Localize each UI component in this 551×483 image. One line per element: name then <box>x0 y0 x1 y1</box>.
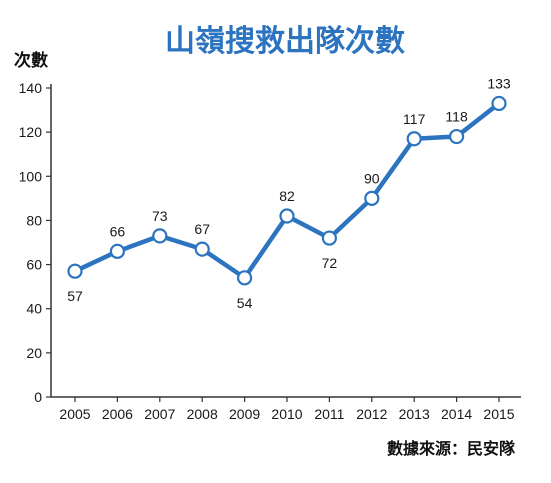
y-ticks: 0 20 40 60 80 100 120 140 <box>19 80 51 405</box>
data-label: 117 <box>403 111 426 127</box>
y-tick-label: 0 <box>34 389 42 405</box>
y-tick-label: 20 <box>26 345 42 361</box>
y-tick-label: 140 <box>19 80 43 96</box>
x-tick-label: 2006 <box>102 406 133 422</box>
data-point <box>449 128 465 145</box>
x-ticks: 2005 2006 2007 2008 2009 2010 2011 2012 2013 2014… <box>59 397 515 422</box>
x-tick-label: 2013 <box>399 406 430 422</box>
axes <box>50 84 521 398</box>
chart-title: 山嶺搜救出隊次數 <box>165 24 405 59</box>
data-point <box>194 241 210 257</box>
x-tick-label: 2008 <box>187 406 218 422</box>
data-point <box>364 190 380 206</box>
x-tick-label: 2012 <box>356 406 387 422</box>
x-tick-label: 2011 <box>314 406 344 422</box>
y-tick-label: 120 <box>19 124 43 140</box>
data-point <box>237 270 253 286</box>
data-label: 57 <box>67 288 83 304</box>
data-label: 66 <box>110 223 126 239</box>
y-tick-label: 60 <box>26 257 42 273</box>
y-tick-label: 100 <box>19 168 43 184</box>
data-point-markers <box>67 95 507 286</box>
data-point <box>406 131 422 147</box>
data-label: 72 <box>322 255 338 271</box>
y-axis-label: 次數 <box>14 50 48 71</box>
source-note: 數據來源：民安隊 <box>387 439 516 458</box>
data-point <box>279 208 295 224</box>
data-point <box>491 95 507 112</box>
data-point <box>109 243 126 259</box>
data-label: 133 <box>487 75 511 91</box>
data-point <box>67 263 83 279</box>
data-label: 90 <box>364 170 380 186</box>
y-tick-label: 80 <box>26 212 42 228</box>
x-tick-label: 2005 <box>59 406 90 422</box>
x-tick-label: 2009 <box>229 406 260 422</box>
data-label: 54 <box>237 295 253 311</box>
x-tick-label: 2014 <box>441 406 472 422</box>
data-label: 73 <box>152 208 168 224</box>
data-point <box>152 228 168 244</box>
x-tick-label: 2015 <box>483 406 514 422</box>
data-label: 118 <box>445 109 468 125</box>
data-point <box>321 230 337 246</box>
x-tick-label: 2007 <box>144 406 175 422</box>
x-tick-label: 2010 <box>271 406 302 422</box>
y-tick-label: 40 <box>26 301 42 317</box>
data-label: 67 <box>194 221 210 237</box>
data-label: 82 <box>279 188 295 204</box>
data-labels: 57 66 73 67 54 82 72 90 117 118 133 <box>67 75 511 310</box>
